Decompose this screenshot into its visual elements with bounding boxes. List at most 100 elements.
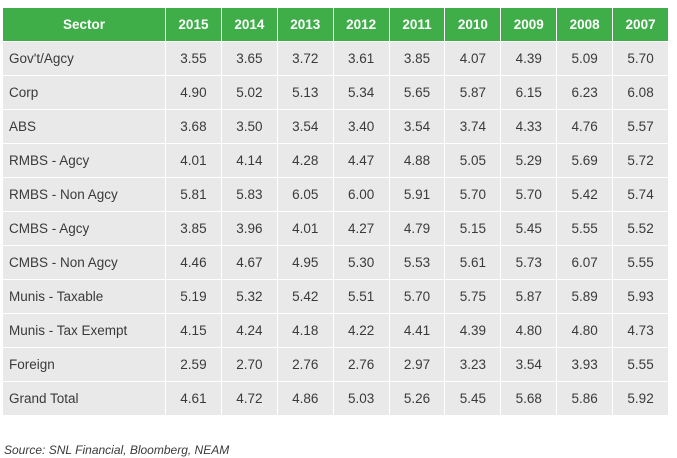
table-cell: 4.80: [557, 314, 614, 348]
table-cell: 5.03: [333, 382, 390, 416]
table-cell: 4.80: [501, 314, 558, 348]
table-cell: 3.50: [221, 110, 278, 144]
row-label: RMBS - Non Agcy: [3, 178, 166, 212]
table-row: Corp 4.90 5.02 5.13 5.34 5.65 5.87 6.15 6.23 6.08: [3, 76, 670, 110]
row-label: Foreign: [3, 348, 166, 382]
table-cell: 4.76: [557, 110, 614, 144]
table-cell: 5.75: [445, 280, 502, 314]
row-label: CMBS - Non Agcy: [3, 246, 166, 280]
table-cell: 3.68: [166, 110, 222, 144]
table-cell: 5.87: [445, 76, 502, 110]
table-cell: 3.74: [445, 110, 502, 144]
table-cell: 2.76: [333, 348, 390, 382]
table-row: CMBS - Non Agcy 4.46 4.67 4.95 5.30 5.53 5.61 5…: [3, 246, 670, 280]
table-cell: 4.79: [389, 212, 446, 246]
row-label: ABS: [3, 110, 166, 144]
table-cell: 5.53: [389, 246, 446, 280]
table-cell: 5.91: [389, 178, 446, 212]
table-cell: 5.34: [333, 76, 390, 110]
table-cell: 5.52: [613, 212, 670, 246]
table-cell: 2.76: [277, 348, 334, 382]
column-header-year: 2013: [277, 8, 334, 42]
table-cell: 3.54: [389, 110, 446, 144]
table-cell: 3.85: [166, 212, 222, 246]
table-cell: 5.42: [557, 178, 614, 212]
table-cell: 5.68: [501, 382, 558, 416]
table-cell: 5.74: [613, 178, 670, 212]
table-body: Gov't/Agcy 3.55 3.65 3.72 3.61 3.85 4.07 4.39 5.…: [3, 42, 670, 416]
column-header-year: 2008: [557, 8, 614, 42]
table-cell: 5.15: [445, 212, 502, 246]
table-cell: 4.24: [221, 314, 278, 348]
table-cell: 5.70: [501, 178, 558, 212]
table-cell: 5.55: [613, 348, 670, 382]
row-label: Corp: [3, 76, 166, 110]
table-cell: 4.72: [221, 382, 278, 416]
table-cell: 3.40: [333, 110, 390, 144]
column-header-year: 2009: [501, 8, 558, 42]
table-cell: 6.08: [613, 76, 670, 110]
table-cell: 5.92: [613, 382, 670, 416]
table-cell: 5.72: [613, 144, 670, 178]
source-note: Source: SNL Financial, Bloomberg, NEAM: [4, 443, 230, 457]
table-cell: 4.95: [277, 246, 334, 280]
table-cell: 5.57: [613, 110, 670, 144]
column-header-year: 2012: [333, 8, 390, 42]
table-cell: 5.13: [277, 76, 334, 110]
table-cell: 4.61: [166, 382, 222, 416]
table-cell: 3.54: [277, 110, 334, 144]
table-cell: 3.23: [445, 348, 502, 382]
table-cell: 5.87: [501, 280, 558, 314]
table-cell: 5.02: [221, 76, 278, 110]
table-cell: 5.70: [445, 178, 502, 212]
table-cell: 5.55: [613, 246, 670, 280]
row-label: Munis - Tax Exempt: [3, 314, 166, 348]
table-cell: 5.19: [166, 280, 222, 314]
table-cell: 4.67: [221, 246, 278, 280]
table-cell: 5.09: [557, 42, 614, 76]
table-cell: 5.26: [389, 382, 446, 416]
table-cell: 6.07: [557, 246, 614, 280]
table-cell: 2.97: [389, 348, 446, 382]
table-cell: 5.70: [613, 42, 670, 76]
row-label: Gov't/Agcy: [3, 42, 166, 76]
table-cell: 5.93: [613, 280, 670, 314]
table-cell: 4.88: [389, 144, 446, 178]
table-cell: 2.70: [221, 348, 278, 382]
table-cell: 5.86: [557, 382, 614, 416]
table-cell: 4.73: [613, 314, 670, 348]
table-cell: 4.01: [166, 144, 222, 178]
table-row: Foreign 2.59 2.70 2.76 2.76 2.97 3.23 3.54 3.93 5…: [3, 348, 670, 382]
table-cell: 4.47: [333, 144, 390, 178]
table-cell: 6.05: [277, 178, 334, 212]
table-cell: 4.22: [333, 314, 390, 348]
table-cell: 5.55: [557, 212, 614, 246]
table-cell: 4.28: [277, 144, 334, 178]
header-row: Sector 2015 2014 2013 2012 2011 2010 2009 2008 20…: [3, 8, 670, 42]
row-label: Munis - Taxable: [3, 280, 166, 314]
table-cell: 6.00: [333, 178, 390, 212]
row-label: Grand Total: [3, 382, 166, 416]
table-cell: 3.61: [333, 42, 390, 76]
column-header-year: 2011: [389, 8, 446, 42]
column-header-year: 2015: [166, 8, 222, 42]
table-cell: 3.54: [501, 348, 558, 382]
table-cell: 5.05: [445, 144, 502, 178]
table-cell: 5.45: [501, 212, 558, 246]
table-cell: 4.15: [166, 314, 222, 348]
data-table: Sector 2015 2014 2013 2012 2011 2010 2009 2008 20…: [3, 8, 670, 416]
table-cell: 4.01: [277, 212, 334, 246]
table-cell: 5.51: [333, 280, 390, 314]
table-cell: 5.73: [501, 246, 558, 280]
table-row: RMBS - Agcy 4.01 4.14 4.28 4.47 4.88 5.05 5.29 5…: [3, 144, 670, 178]
table-cell: 5.70: [389, 280, 446, 314]
table-cell: 5.65: [389, 76, 446, 110]
table-cell: 5.61: [445, 246, 502, 280]
table-cell: 3.65: [221, 42, 278, 76]
table-cell: 3.85: [389, 42, 446, 76]
table-cell: 5.89: [557, 280, 614, 314]
column-header-year: 2007: [613, 8, 670, 42]
table-cell: 4.39: [445, 314, 502, 348]
table-cell: 4.18: [277, 314, 334, 348]
table-cell: 6.23: [557, 76, 614, 110]
